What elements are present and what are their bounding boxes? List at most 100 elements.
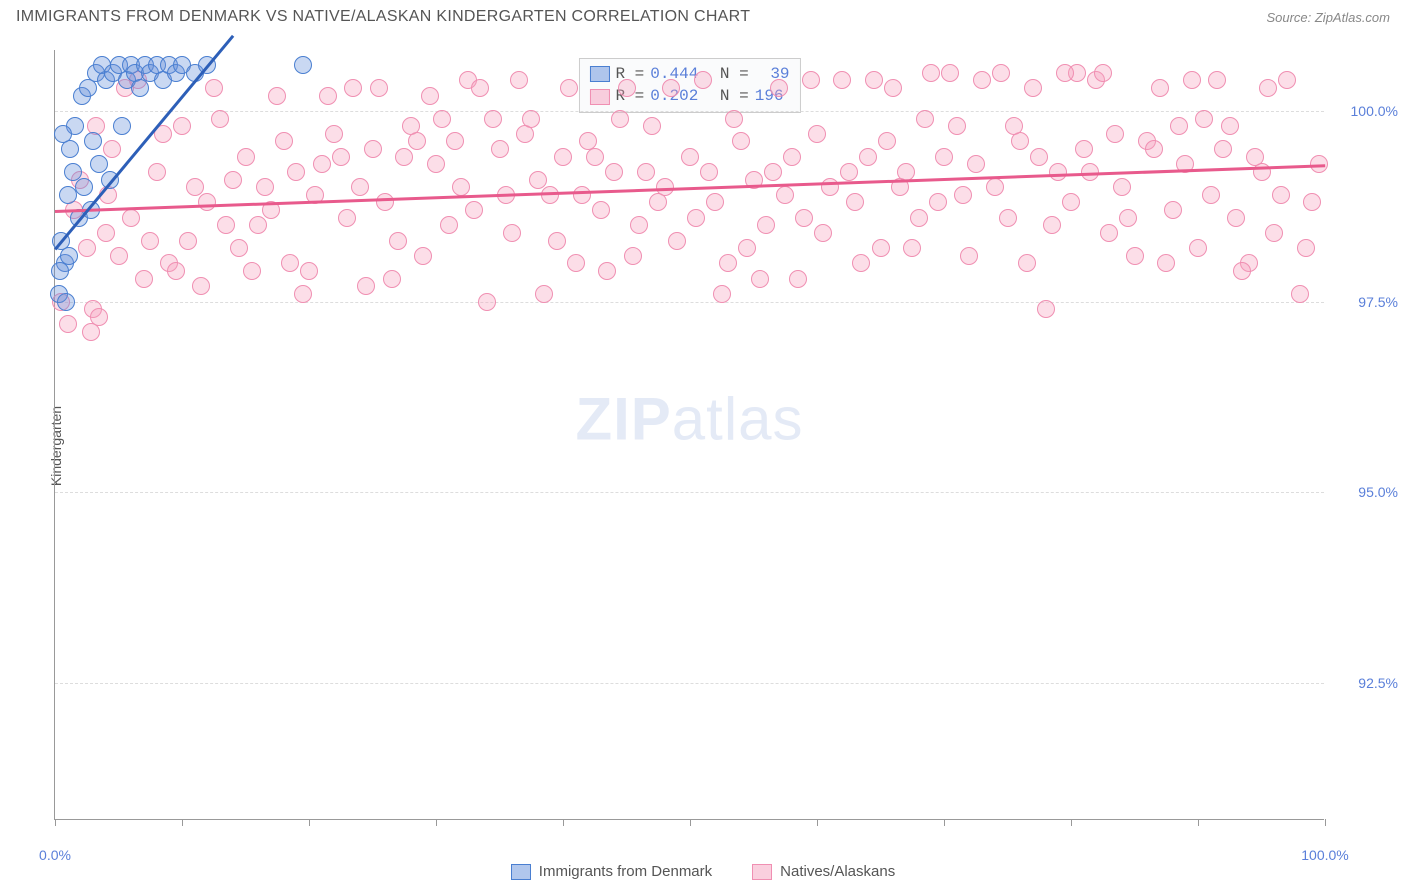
scatter-point-pink bbox=[910, 209, 928, 227]
swatch-pink bbox=[589, 89, 609, 105]
scatter-point-pink bbox=[789, 270, 807, 288]
scatter-point-pink bbox=[338, 209, 356, 227]
scatter-point-pink bbox=[1145, 140, 1163, 158]
scatter-point-pink bbox=[1291, 285, 1309, 303]
scatter-point-pink bbox=[751, 270, 769, 288]
correlation-legend: R = 0.444 N = 39 R = 0.202 N = 196 bbox=[578, 58, 800, 113]
scatter-point-pink bbox=[1208, 71, 1226, 89]
scatter-point-pink bbox=[611, 110, 629, 128]
scatter-point-pink bbox=[275, 132, 293, 150]
scatter-point-pink bbox=[408, 132, 426, 150]
scatter-point-pink bbox=[948, 117, 966, 135]
scatter-point-pink bbox=[1221, 117, 1239, 135]
xtick bbox=[309, 819, 310, 826]
scatter-point-pink bbox=[167, 262, 185, 280]
scatter-point-pink bbox=[82, 323, 100, 341]
scatter-point-pink bbox=[598, 262, 616, 280]
scatter-point-pink bbox=[313, 155, 331, 173]
scatter-point-pink bbox=[630, 216, 648, 234]
ytick-label: 97.5% bbox=[1330, 294, 1398, 310]
scatter-point-pink bbox=[465, 201, 483, 219]
scatter-point-pink bbox=[992, 64, 1010, 82]
scatter-point-pink bbox=[706, 193, 724, 211]
scatter-point-pink bbox=[224, 171, 242, 189]
scatter-point-pink bbox=[1024, 79, 1042, 97]
scatter-point-pink bbox=[59, 315, 77, 333]
scatter-point-pink bbox=[814, 224, 832, 242]
swatch-blue-icon bbox=[511, 864, 531, 880]
scatter-point-pink bbox=[332, 148, 350, 166]
scatter-point-pink bbox=[1062, 193, 1080, 211]
scatter-point-pink bbox=[687, 209, 705, 227]
scatter-point-pink bbox=[605, 163, 623, 181]
scatter-point-pink bbox=[1056, 64, 1074, 82]
legend-item-pink: Natives/Alaskans bbox=[752, 863, 895, 880]
scatter-point-pink bbox=[364, 140, 382, 158]
scatter-point-pink bbox=[503, 224, 521, 242]
scatter-point-blue bbox=[57, 293, 75, 311]
scatter-point-pink bbox=[878, 132, 896, 150]
scatter-point-pink bbox=[1170, 117, 1188, 135]
scatter-point-pink bbox=[103, 140, 121, 158]
chart-header: IMMIGRANTS FROM DENMARK VS NATIVE/ALASKA… bbox=[0, 0, 1406, 30]
scatter-point-pink bbox=[256, 178, 274, 196]
scatter-point-pink bbox=[1265, 224, 1283, 242]
xtick bbox=[1198, 819, 1199, 826]
ytick-label: 95.0% bbox=[1330, 484, 1398, 500]
scatter-point-pink bbox=[586, 148, 604, 166]
scatter-point-pink bbox=[681, 148, 699, 166]
legend-item-blue: Immigrants from Denmark bbox=[511, 863, 712, 880]
scatter-point-pink bbox=[198, 193, 216, 211]
xtick bbox=[817, 819, 818, 826]
scatter-point-pink bbox=[173, 117, 191, 135]
scatter-point-pink bbox=[179, 232, 197, 250]
swatch-pink-icon bbox=[752, 864, 772, 880]
scatter-point-pink bbox=[148, 163, 166, 181]
scatter-point-pink bbox=[986, 178, 1004, 196]
scatter-point-pink bbox=[903, 239, 921, 257]
scatter-point-pink bbox=[719, 254, 737, 272]
scatter-point-pink bbox=[1303, 193, 1321, 211]
scatter-point-pink bbox=[592, 201, 610, 219]
scatter-point-pink bbox=[725, 110, 743, 128]
scatter-point-pink bbox=[344, 79, 362, 97]
scatter-point-pink bbox=[808, 125, 826, 143]
scatter-point-blue bbox=[294, 56, 312, 74]
scatter-point-pink bbox=[852, 254, 870, 272]
scatter-point-pink bbox=[922, 64, 940, 82]
xtick-label: 0.0% bbox=[39, 847, 71, 863]
scatter-point-pink bbox=[960, 247, 978, 265]
scatter-point-pink bbox=[287, 163, 305, 181]
scatter-point-pink bbox=[1113, 178, 1131, 196]
source-label: Source: ZipAtlas.com bbox=[1266, 10, 1390, 25]
ytick-label: 92.5% bbox=[1330, 675, 1398, 691]
scatter-point-pink bbox=[1246, 148, 1264, 166]
xtick bbox=[690, 819, 691, 826]
scatter-point-blue bbox=[84, 132, 102, 150]
scatter-point-pink bbox=[840, 163, 858, 181]
scatter-point-pink bbox=[1037, 300, 1055, 318]
xtick bbox=[436, 819, 437, 826]
trendline-pink bbox=[55, 164, 1325, 212]
scatter-point-pink bbox=[738, 239, 756, 257]
gridline bbox=[55, 683, 1324, 684]
scatter-point-pink bbox=[135, 270, 153, 288]
scatter-point-pink bbox=[97, 224, 115, 242]
scatter-point-pink bbox=[757, 216, 775, 234]
gridline bbox=[55, 302, 1324, 303]
scatter-point-blue bbox=[60, 247, 78, 265]
gridline bbox=[55, 111, 1324, 112]
scatter-point-pink bbox=[192, 277, 210, 295]
scatter-point-pink bbox=[795, 209, 813, 227]
xtick bbox=[1071, 819, 1072, 826]
scatter-point-pink bbox=[446, 132, 464, 150]
scatter-point-pink bbox=[141, 232, 159, 250]
scatter-point-pink bbox=[433, 110, 451, 128]
scatter-point-pink bbox=[471, 79, 489, 97]
scatter-point-pink bbox=[319, 87, 337, 105]
scatter-point-pink bbox=[281, 254, 299, 272]
scatter-point-pink bbox=[662, 79, 680, 97]
scatter-point-pink bbox=[935, 148, 953, 166]
scatter-point-blue bbox=[61, 140, 79, 158]
scatter-point-pink bbox=[916, 110, 934, 128]
